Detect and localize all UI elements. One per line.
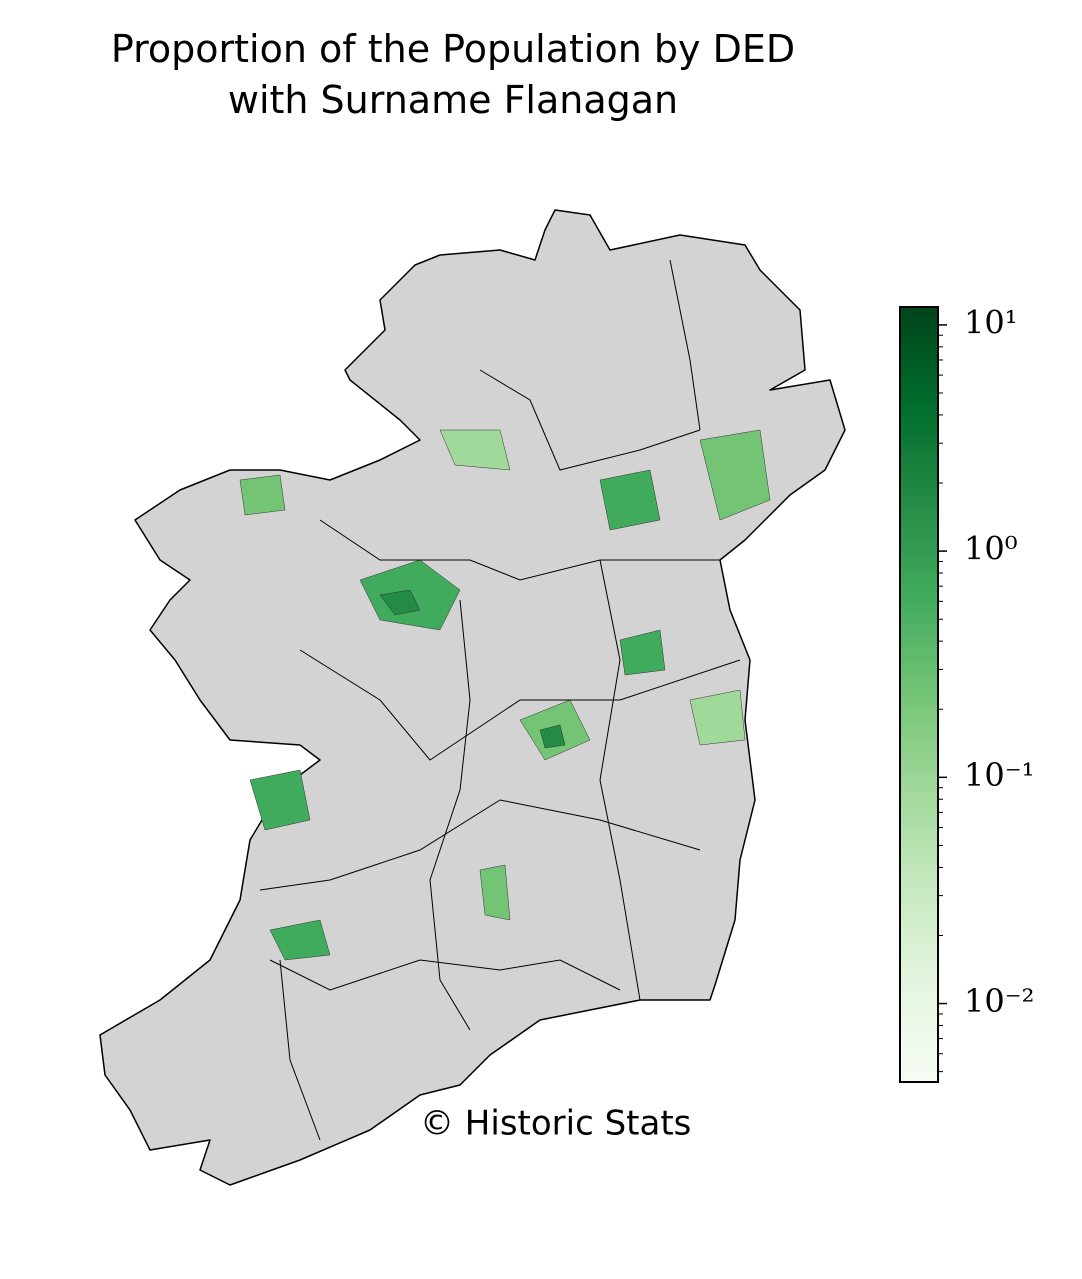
- shading: [239, 429, 771, 961]
- county-borders: [259, 259, 741, 1141]
- colorbar: 10¹ 10⁰ 10⁻¹ 10⁻²: [899, 303, 1034, 1083]
- title-line: Proportion of the Population by DED: [111, 27, 795, 71]
- title-line: with Surname Flanagan: [228, 78, 678, 122]
- tick-label: 10⁻²: [964, 982, 1034, 1020]
- colorbar-ramp: [899, 306, 939, 1083]
- tick-label: 10¹: [964, 303, 1018, 341]
- tick-label: 10⁰: [964, 530, 1018, 568]
- ireland-map: [99, 209, 846, 1186]
- credit: © Historic Stats: [420, 1104, 691, 1144]
- tick-label: 10⁻¹: [964, 756, 1034, 794]
